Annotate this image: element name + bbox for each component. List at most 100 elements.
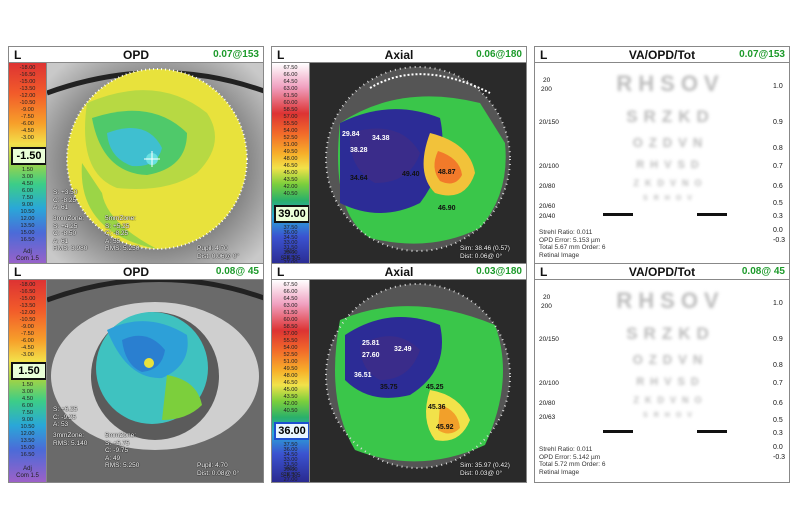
va-snellen: 20/60 bbox=[539, 203, 556, 210]
panel-title: VA/OPD/Tot bbox=[628, 265, 696, 279]
opd-pupil-dist: Pupil: 4.70 Dist: 0.08@ 0° bbox=[197, 462, 240, 477]
scale-tick-label: 37.50 bbox=[283, 225, 298, 231]
chart-letters: ZKDVNO bbox=[633, 178, 708, 188]
opd-color-scale[interactable]: 1.50 Adj Com 1.5 -18.00 -16.50 -15.00 -13.50… bbox=[9, 280, 47, 482]
scale-tick-label: 67.50 bbox=[283, 65, 298, 71]
va-snellen: 20/150 bbox=[539, 336, 559, 343]
scale-tick-label: 58.50 bbox=[283, 107, 298, 113]
scale-tick-label: 4.50 bbox=[22, 396, 33, 402]
chart-letters: RHVSD bbox=[636, 376, 705, 388]
axial-value: 32.49 bbox=[394, 346, 412, 353]
scale-tick-label: 40.50 bbox=[283, 191, 298, 197]
scale-tick-label: 28.50 bbox=[283, 472, 298, 478]
scale-tick-label: -10.50 bbox=[19, 100, 36, 106]
axial-map-image[interactable]: 29.84 34.38 38.28 34.64 49.40 48.87 46.9… bbox=[310, 63, 526, 265]
va-logmar: 0.7 bbox=[773, 380, 783, 387]
scale-mode: Adj Com 1.5 bbox=[16, 249, 39, 262]
scale-tick-label: 43.50 bbox=[283, 394, 298, 400]
scale-tick-label: 54.00 bbox=[283, 345, 298, 351]
va-logmar: 1.0 bbox=[773, 83, 783, 90]
scale-tick-label: -18.00 bbox=[19, 282, 36, 288]
scale-tick-label: -7.50 bbox=[21, 114, 34, 120]
eye-label: L bbox=[540, 48, 548, 62]
va-panel-top[interactable]: L VA/OPD/Tot 0.07@153 20 200 20/150 20/1… bbox=[534, 46, 790, 266]
axial-color-scale[interactable]: 36.00 Abs S-K 1.5 67.50 66.00 64.50 63.00 61.… bbox=[272, 280, 310, 482]
opd-map-image[interactable]: S: +6.25 C: -9.25 A: 53 3mmZone: RMS: 5.140… bbox=[47, 280, 263, 482]
chart-letters: SRHOV bbox=[643, 195, 698, 202]
va-logmar: 0.0 bbox=[773, 444, 783, 451]
scale-tick-label: -12.00 bbox=[19, 310, 36, 316]
scale-tick-label: 60.00 bbox=[283, 100, 298, 106]
panel-header: L VA/OPD/Tot 0.08@ 45 bbox=[535, 264, 789, 280]
scale-tick-label: 57.00 bbox=[283, 114, 298, 120]
va-snellen: 20/100 bbox=[539, 380, 559, 387]
scale-tick-label: 3.00 bbox=[22, 389, 33, 395]
va-logmar: 0.6 bbox=[773, 183, 783, 190]
axial-sim-dist: Sim: 38.46 (0.57) Dist: 0.06@ 0° bbox=[460, 245, 510, 260]
scale-tick-label: 10.50 bbox=[20, 209, 35, 215]
va-snellen: 20 bbox=[543, 77, 551, 84]
va-logmar: 0.6 bbox=[773, 400, 783, 407]
scale-tick-label: -16.50 bbox=[19, 72, 36, 78]
scale-tick-label: -4.50 bbox=[21, 345, 34, 351]
va-marker-line bbox=[603, 213, 633, 216]
axial-panel-bottom[interactable]: L Axial 0.03@180 36.00 Abs S-K 1.5 67.50 6… bbox=[271, 263, 527, 483]
scale-tick-label: -6.00 bbox=[21, 338, 34, 344]
scale-tick-label: 6.00 bbox=[22, 188, 33, 194]
scale-tick-label: -7.50 bbox=[21, 331, 34, 337]
scale-tick-label: 16.50 bbox=[20, 237, 35, 243]
va-panel-bottom[interactable]: L VA/OPD/Tot 0.08@ 45 20 200 20/150 20/1… bbox=[534, 263, 790, 483]
va-logmar: 0.5 bbox=[773, 200, 783, 207]
axial-value: 35.75 bbox=[380, 384, 398, 391]
va-snellen: 20/63 bbox=[539, 414, 556, 421]
axial-value: 49.40 bbox=[402, 171, 420, 178]
scale-tick-label: -6.00 bbox=[21, 121, 34, 127]
scale-mode: Abs S-K 1.5 bbox=[280, 249, 301, 262]
opd-panel-bottom[interactable]: L OPD 0.08@ 45 1.50 Adj Com 1.5 -18.00 -16… bbox=[8, 263, 264, 483]
scale-tick-label: 37.50 bbox=[283, 442, 298, 448]
axial-value: 45.92 bbox=[436, 424, 454, 431]
chart-letters: SRZKD bbox=[626, 107, 715, 126]
scale-tick-label: 7.50 bbox=[22, 195, 33, 201]
scale-tick-label: 46.50 bbox=[283, 163, 298, 169]
scale-tick-label: 13.50 bbox=[20, 223, 35, 229]
scale-tick-label: 49.50 bbox=[283, 366, 298, 372]
scale-tick-label: 54.00 bbox=[283, 128, 298, 134]
scale-tick-label: 34.50 bbox=[283, 235, 298, 241]
scale-tick-label: 40.50 bbox=[283, 408, 298, 414]
chart-letters: RHSOV bbox=[616, 288, 725, 313]
panel-title: Axial bbox=[384, 265, 414, 279]
scale-tick-label: 58.50 bbox=[283, 324, 298, 330]
va-marker-line bbox=[697, 430, 727, 433]
scale-tick-label: 45.00 bbox=[283, 387, 298, 393]
scale-tick-label: 52.50 bbox=[283, 352, 298, 358]
axial-panel-top[interactable]: L Axial 0.06@180 39.00 Abs S-K 1.5 67.50 6… bbox=[271, 46, 527, 266]
axial-color-scale[interactable]: 39.00 Abs S-K 1.5 67.50 66.00 64.50 63.00 61.… bbox=[272, 63, 310, 265]
axial-value: 34.64 bbox=[350, 175, 368, 182]
scale-tick-label: -12.00 bbox=[19, 93, 36, 99]
scale-tick-label: -3.00 bbox=[21, 135, 34, 141]
va-logmar: -0.3 bbox=[773, 454, 786, 461]
scale-current-value: -1.50 bbox=[11, 147, 46, 165]
panel-value: 0.08@ 45 bbox=[215, 266, 259, 277]
opd-panel-top[interactable]: L OPD 0.07@153 -1.50 Adj Com 1.5 -18.00 -1… bbox=[8, 46, 264, 266]
scale-tick-label: -16.50 bbox=[19, 289, 36, 295]
scale-tick-label: 3.00 bbox=[22, 174, 33, 180]
va-chart[interactable]: 20 200 20/150 20/100 20/80 20/60 20/40 1… bbox=[535, 63, 789, 265]
va-chart[interactable]: 20 200 20/150 20/100 20/80 20/63 1.0 0.9… bbox=[535, 280, 789, 482]
opd-color-scale[interactable]: -1.50 Adj Com 1.5 -18.00 -16.50 -15.00 -13.5… bbox=[9, 63, 47, 265]
chart-letters: RHVSD bbox=[636, 159, 705, 171]
panel-value: 0.06@180 bbox=[476, 49, 522, 60]
va-snellen: 200 bbox=[541, 86, 552, 93]
opd-map-image[interactable]: S: +3.50 C: -8.25 A: 61 3mmZone: S: +4.25 C:… bbox=[47, 63, 263, 265]
scale-tick-label: 27.00 bbox=[283, 477, 298, 482]
scale-tick-label: 42.00 bbox=[283, 401, 298, 407]
axial-value: 27.60 bbox=[362, 352, 380, 359]
va-logmar: 0.3 bbox=[773, 430, 783, 437]
eye-label: L bbox=[540, 265, 548, 279]
scale-tick-label: 31.50 bbox=[283, 462, 298, 468]
scale-tick-label: 1.50 bbox=[22, 167, 33, 173]
scale-tick-label: -4.50 bbox=[21, 128, 34, 134]
panel-title: Axial bbox=[384, 48, 414, 62]
axial-map-image[interactable]: 25.81 27.60 32.49 36.51 35.75 45.25 45.3… bbox=[310, 280, 526, 482]
